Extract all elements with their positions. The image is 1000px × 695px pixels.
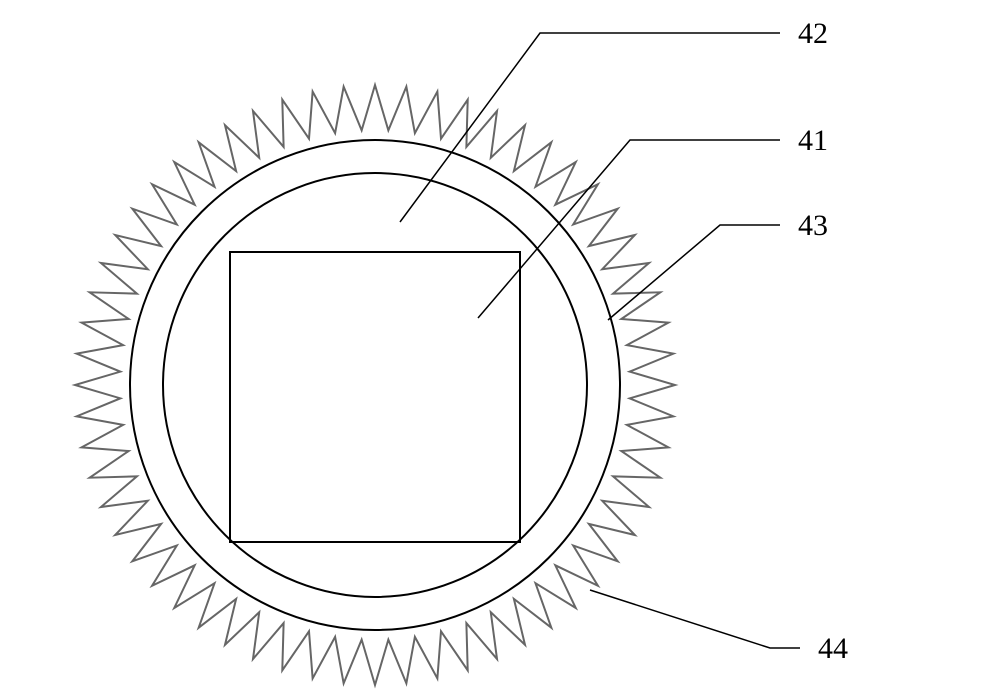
leader-41 xyxy=(478,140,780,318)
label-44: 44 xyxy=(818,632,848,666)
leader-44 xyxy=(590,590,800,648)
label-43: 43 xyxy=(798,209,828,243)
label-41: 41 xyxy=(798,124,828,158)
gear-ring xyxy=(75,85,675,685)
figure-canvas: { "figure": { "center_x": 375, "center_y… xyxy=(0,0,1000,695)
leader-42 xyxy=(400,33,780,222)
label-42: 42 xyxy=(798,17,828,51)
center-square xyxy=(230,252,520,542)
outer-circle xyxy=(130,140,620,630)
leader-43 xyxy=(608,225,780,320)
inner-circle xyxy=(163,173,587,597)
diagram-svg xyxy=(0,0,1000,695)
